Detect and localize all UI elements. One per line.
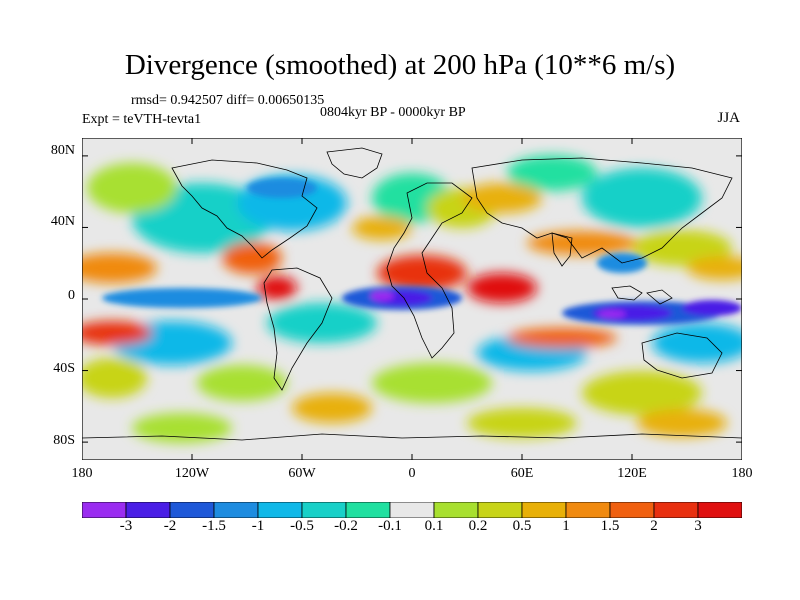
colorbar-swatch xyxy=(82,502,127,518)
x-tick-120e: 120E xyxy=(617,466,647,481)
x-tick-60w: 60W xyxy=(288,466,316,481)
colorbar-label: 0.5 xyxy=(512,518,532,534)
colorbar-label: 0.1 xyxy=(424,518,444,534)
colorbar xyxy=(82,502,742,518)
colorbar-swatch xyxy=(565,502,611,518)
colorbar-swatch xyxy=(389,502,435,518)
colorbar-swatch xyxy=(521,502,567,518)
x-tick-120w: 120W xyxy=(174,466,210,481)
colorbar-label: 1.5 xyxy=(600,518,620,534)
colorbar-label: 3 xyxy=(694,518,702,534)
colorbar-label: 2 xyxy=(650,518,658,534)
colorbar-swatch xyxy=(609,502,655,518)
season-label: JJA xyxy=(717,110,740,126)
colorbar-label: -0.5 xyxy=(290,518,314,534)
colorbar-label: 0.2 xyxy=(468,518,488,534)
experiment-label: Expt = teVTH-tevta1 xyxy=(82,112,202,127)
period-label: 0804kyr BP - 0000kyr BP xyxy=(320,105,466,120)
y-tick-80n: 80N xyxy=(50,143,75,158)
colorbar-label: 1 xyxy=(562,518,570,534)
plot-title: Divergence (smoothed) at 200 hPa (10**6 … xyxy=(124,49,676,81)
colorbar-label: -0.2 xyxy=(334,518,358,534)
rmsd-diff-stats: rmsd= 0.942507 diff= 0.00650135 xyxy=(131,93,325,108)
x-tick-180e: 180 xyxy=(731,466,753,481)
colorbar-swatch xyxy=(257,502,303,518)
colorbar-swatch xyxy=(653,502,699,518)
x-tick-180w: 180 xyxy=(71,466,93,481)
x-tick-60e: 60E xyxy=(510,466,534,481)
colorbar-swatch xyxy=(213,502,259,518)
y-tick-40n: 40N xyxy=(50,214,75,229)
colorbar-swatch xyxy=(169,502,215,518)
colorbar-label: -1.5 xyxy=(202,518,226,534)
coastlines xyxy=(82,147,742,441)
colorbar-swatch xyxy=(301,502,347,518)
colorbar-swatch xyxy=(477,502,523,518)
colorbar-swatch xyxy=(125,502,171,518)
y-tick-0: 0 xyxy=(68,288,75,303)
colorbar-swatch xyxy=(697,502,742,518)
x-tick-0: 0 xyxy=(408,466,416,481)
y-tick-40s: 40S xyxy=(53,361,75,376)
divergence-map xyxy=(82,138,742,460)
colorbar-label: -3 xyxy=(119,518,133,534)
y-tick-80s: 80S xyxy=(53,433,75,448)
colorbar-label: -2 xyxy=(163,518,177,534)
colorbar-swatch xyxy=(345,502,391,518)
colorbar-swatch xyxy=(433,502,479,518)
colorbar-label: -1 xyxy=(251,518,265,534)
strong-negative-bands xyxy=(102,178,742,325)
colorbar-label: -0.1 xyxy=(378,518,402,534)
